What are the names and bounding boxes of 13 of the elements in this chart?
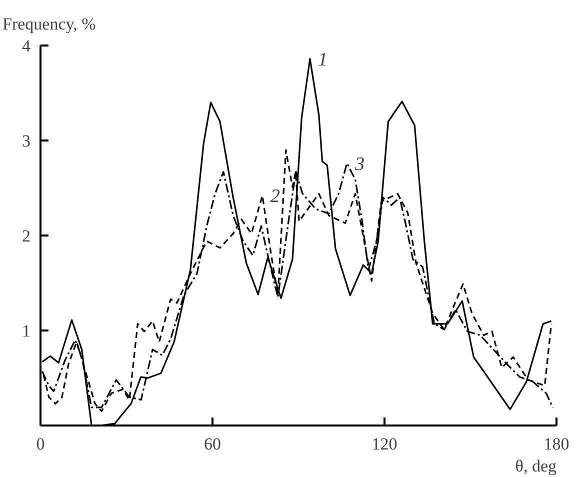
- annotation: 3: [354, 154, 364, 175]
- y-axis-title: Frequency, %: [2, 14, 96, 34]
- x-tick-label: 60: [204, 434, 221, 454]
- x-axis-title: θ, deg: [515, 456, 557, 476]
- annotation: 2: [270, 186, 280, 208]
- y-tick-label: 2: [22, 226, 30, 246]
- y-tick-label: 1: [22, 322, 30, 340]
- annotation: 1: [318, 49, 328, 70]
- y-tick-label: 3: [22, 132, 30, 150]
- y-tick-label: 4: [22, 36, 31, 56]
- x-tick-label: 180: [544, 434, 570, 454]
- x-tick-label: 120: [372, 434, 398, 454]
- x-tick-label: 0: [36, 434, 45, 454]
